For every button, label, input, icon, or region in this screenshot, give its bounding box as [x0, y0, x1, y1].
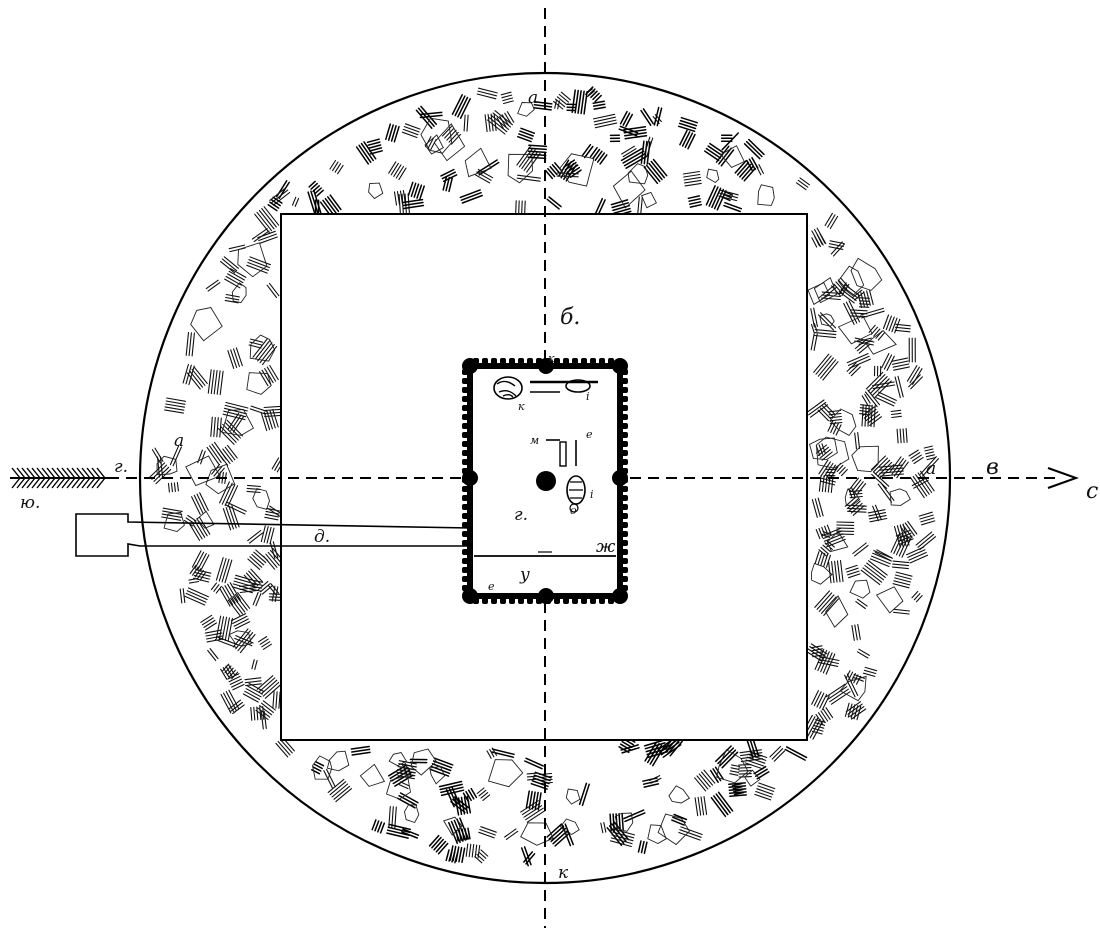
- label-left-g: г.: [114, 457, 128, 477]
- label-find-i: і: [586, 390, 590, 403]
- label-find-i2: і: [590, 488, 594, 501]
- stone-ring-hatching: [149, 86, 940, 867]
- entrance-corridor: [75, 513, 471, 557]
- label-corridor-d: д.: [314, 527, 330, 547]
- grave-pit-posts: [462, 358, 628, 604]
- label-pit-g: г.: [514, 505, 528, 525]
- vessel-find: [566, 475, 586, 513]
- label-right-v: в: [986, 455, 999, 480]
- label-find-m: м: [530, 434, 539, 447]
- label-find-o: о: [570, 504, 577, 517]
- east-arrowhead: [1047, 467, 1079, 489]
- label-find-e2: е: [586, 428, 593, 441]
- label-arrow-yu: ю.: [20, 493, 40, 513]
- skull-find: [493, 376, 523, 400]
- feathered-arrow: [10, 467, 108, 489]
- label-pit-zh: ж: [596, 537, 616, 557]
- spear-find: [546, 439, 577, 467]
- sword-find: [530, 379, 598, 393]
- central-post: [536, 471, 556, 491]
- label-pit-e: е: [488, 580, 495, 593]
- label-right-a: а: [926, 459, 936, 479]
- label-mound-b: б.: [560, 305, 580, 330]
- label-top-a: а: [528, 88, 538, 108]
- label-pit-y: у: [519, 565, 530, 585]
- label-left-a: а: [174, 431, 184, 451]
- label-pit-top-k: к: [548, 352, 555, 365]
- label-bottom-k: к: [558, 863, 569, 883]
- label-arrow-s: с: [1086, 479, 1098, 504]
- label-find-k: к: [518, 400, 525, 413]
